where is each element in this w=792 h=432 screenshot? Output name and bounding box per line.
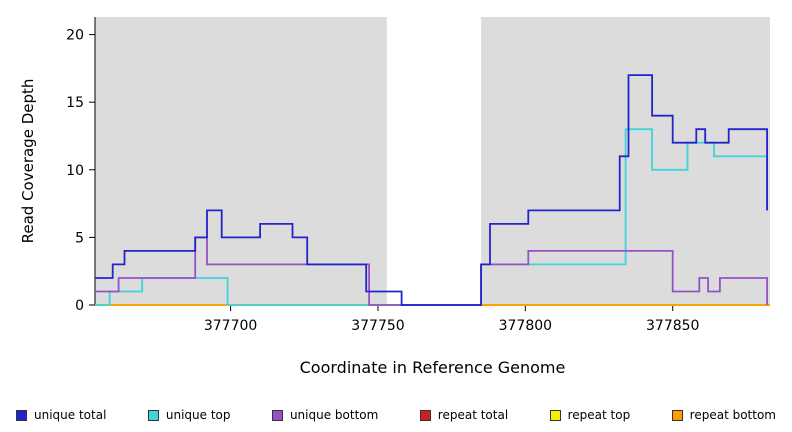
legend-item-unique-total: unique total (16, 408, 106, 422)
x-tick-label: 377850 (646, 318, 699, 334)
shaded-region (95, 17, 387, 305)
y-tick-label: 0 (75, 298, 84, 314)
x-axis-label: Coordinate in Reference Genome (299, 358, 566, 377)
legend-swatch (271, 409, 283, 421)
legend-label: repeat total (437, 408, 509, 422)
legend-label: repeat top (567, 408, 631, 422)
x-tick-label: 377700 (204, 318, 257, 334)
x-tick-label: 377750 (351, 318, 404, 334)
legend: unique total unique top unique bottom repea… (0, 408, 792, 422)
series-unique-total (95, 74, 768, 306)
legend-item-unique-bottom: unique bottom (271, 408, 379, 422)
legend-swatch (16, 409, 27, 421)
legend-item-repeat-bottom: repeat bottom (671, 408, 776, 422)
plot-area: 377700 377750 377800 377850 0 5 10 15 20 (66, 17, 770, 334)
legend-swatch (549, 409, 561, 421)
y-tick-label: 10 (66, 163, 84, 179)
legend-item-repeat-top: repeat top (549, 408, 631, 422)
y-tick-label: 20 (66, 28, 84, 44)
legend-label: unique total (34, 408, 107, 422)
legend-label: unique bottom (289, 408, 379, 422)
legend-label: repeat bottom (689, 408, 776, 422)
legend-swatch (419, 409, 431, 421)
legend-item-repeat-total: repeat total (419, 408, 509, 422)
legend-item-unique-top: unique top (147, 408, 231, 422)
y-axis-label: Read Coverage Depth (19, 78, 37, 244)
legend-swatch (147, 409, 159, 421)
y-tick-label: 15 (66, 95, 84, 111)
y-tick-label: 5 (75, 230, 84, 246)
x-tick-label: 377800 (499, 318, 552, 334)
legend-label: unique top (165, 408, 231, 422)
legend-swatch (671, 409, 683, 421)
